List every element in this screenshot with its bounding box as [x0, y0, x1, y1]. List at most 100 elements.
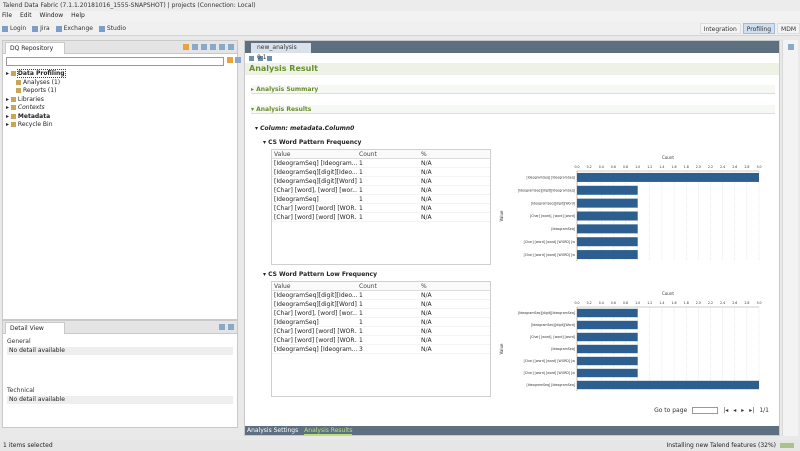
login-button[interactable]: Login	[0, 23, 28, 34]
restore-icon[interactable]	[788, 44, 794, 50]
repo-tab[interactable]: DQ Repository	[5, 42, 65, 54]
expand-icon[interactable]: ▸	[6, 104, 11, 111]
detail-tab[interactable]: Detail View	[5, 322, 65, 334]
header-count[interactable]: Count	[359, 283, 377, 290]
table-row[interactable]: [IdeogramSeq] [Ideogram... 1 N/A	[272, 159, 490, 168]
header-percent[interactable]: %	[421, 151, 427, 158]
tree-node[interactable]: ▸ Recycle Bin	[6, 121, 65, 130]
editor-tab[interactable]: new_analysis 0.1	[251, 43, 311, 61]
tree-node[interactable]: ▸ Libraries	[6, 96, 65, 105]
repo-filter-input[interactable]	[6, 57, 224, 66]
tree-node[interactable]: ▸ Data Profiling	[6, 69, 66, 79]
table-row[interactable]: [IdeogramSeq] 1 N/A	[272, 318, 490, 327]
header-value[interactable]: Value	[274, 283, 291, 290]
jira-label: Jira	[40, 25, 50, 32]
page-input[interactable]	[692, 407, 719, 414]
table-header: Value Count %	[272, 150, 490, 159]
table-row[interactable]: [Char] [word], [word] [wor... 1 N/A	[272, 186, 490, 195]
menu-window[interactable]: Window	[39, 12, 64, 19]
folder-icon	[10, 105, 16, 110]
table-row[interactable]: [IdeogramSeq] [Ideogram... 3 N/A	[272, 345, 490, 354]
collapse-icon[interactable]	[192, 44, 198, 50]
x-tick-label: 0.2	[587, 165, 592, 169]
view-menu-icon[interactable]	[210, 44, 216, 50]
run-icon[interactable]	[267, 55, 272, 61]
analysis-results-section[interactable]: ▾ Analysis Results	[251, 105, 775, 114]
table-row[interactable]: [IdeogramSeq][digit][Ideo... 1 N/A	[272, 291, 490, 300]
table-cell: 3	[359, 346, 363, 353]
table-row[interactable]: [IdeogramSeq] 1 N/A	[272, 195, 490, 204]
table-cell: [IdeogramSeq] [Ideogram...	[274, 346, 357, 353]
next-page-button[interactable]: ▸	[741, 407, 745, 414]
exchange-button[interactable]: Exchange	[54, 23, 95, 34]
perspective-profiling[interactable]: Profiling	[742, 23, 776, 34]
table-row[interactable]: [Char] [word] [word] [WOR... 1 N/A	[272, 327, 490, 336]
high-freq-heading[interactable]: ▾ CS Word Pattern Frequency	[263, 139, 362, 146]
header-value[interactable]: Value	[274, 151, 291, 158]
tree-node[interactable]: Analyses (1)	[6, 79, 65, 88]
tree-node[interactable]: ▸ Contexts	[6, 104, 65, 113]
expand-icon[interactable]: ▸	[6, 112, 11, 120]
maximize-icon[interactable]	[228, 44, 234, 50]
link-icon[interactable]	[201, 44, 207, 50]
expand-icon[interactable]: ▸	[6, 121, 11, 128]
table-cell: 1	[359, 337, 363, 344]
table-row[interactable]: [IdeogramSeq][digit][Ideo... 1 N/A	[272, 168, 490, 177]
table-row[interactable]: [Char] [word] [word] [WOR... 1 N/A	[272, 204, 490, 213]
filter-options-icon[interactable]	[235, 57, 241, 63]
column-heading[interactable]: ▾ Column: metadata.Column0	[255, 125, 355, 132]
tab-analysis-results[interactable]: Analysis Results	[304, 427, 353, 435]
x-tick-label: 2.0	[696, 165, 701, 169]
analysis-summary-section[interactable]: ▸ Analysis Summary	[251, 85, 775, 94]
analysis-result-title: Analysis Result	[245, 63, 779, 75]
table-row[interactable]: [Char] [word] [word] [WOR... 1 N/A	[272, 336, 490, 345]
table-cell: N/A	[421, 205, 432, 212]
refresh-icon[interactable]	[183, 44, 189, 50]
x-tick-label: 1.4	[659, 165, 664, 169]
minimize-icon[interactable]	[219, 44, 225, 50]
studio-button[interactable]: Studio	[97, 23, 128, 34]
low-freq-heading[interactable]: ▾ CS Word Pattern Low Frequency	[263, 271, 378, 278]
x-tick-label: 0.8	[623, 301, 628, 305]
folder-icon	[10, 71, 16, 76]
table-row[interactable]: [Char] [word] [word] [WOR... 1 N/A	[272, 213, 490, 222]
minimize-icon[interactable]	[219, 324, 225, 330]
perspective-integration[interactable]: Integration	[699, 23, 741, 34]
dq-repository-panel: DQ Repository ▸ Data Profiling Analyses (…	[2, 40, 241, 320]
tree-node[interactable]: ▸ Metadata	[6, 113, 65, 122]
refresh-icon[interactable]	[258, 55, 263, 61]
filter-icon[interactable]	[227, 57, 233, 63]
table-cell: N/A	[421, 292, 432, 299]
table-row[interactable]: [IdeogramSeq][digit][Word] 1 N/A	[272, 300, 490, 309]
first-page-button[interactable]: |◂	[723, 407, 729, 414]
header-percent[interactable]: %	[421, 283, 427, 290]
editor-bottom-tabs: Analysis Settings Analysis Results	[245, 426, 779, 435]
expand-icon[interactable]: ▸	[6, 70, 11, 77]
last-page-button[interactable]: ▸|	[749, 407, 755, 414]
login-label: Login	[10, 25, 27, 32]
high-freq-chart: Count 0.0 0.2 0.4 0.6 0.8 1.0 1.2 1.4 1.6 1.8 2.0 2.…	[499, 155, 762, 261]
menu-edit[interactable]: Edit	[19, 12, 32, 19]
perspective-mdm[interactable]: MDM	[777, 23, 800, 34]
chart-bar	[577, 224, 638, 234]
x-tick-label: 1.6	[672, 301, 677, 305]
chart-bar	[577, 237, 638, 247]
jira-button[interactable]: Jira	[30, 23, 52, 34]
menu-help[interactable]: Help	[71, 12, 85, 19]
table-row[interactable]: [Char] [word], [word] [wor... 1 N/A	[272, 309, 490, 318]
tab-analysis-settings[interactable]: Analysis Settings	[247, 427, 299, 434]
save-icon[interactable]	[249, 55, 254, 61]
prev-page-button[interactable]: ◂	[733, 407, 737, 414]
table-cell: [IdeogramSeq][digit][Ideo...	[274, 169, 357, 176]
table-cell: [IdeogramSeq][digit][Ideo...	[274, 292, 357, 299]
tree-node[interactable]: Reports (1)	[6, 87, 65, 96]
header-count[interactable]: Count	[359, 151, 377, 158]
table-row[interactable]: [IdeogramSeq][digit][Word] 1 N/A	[272, 177, 490, 186]
maximize-icon[interactable]	[228, 324, 234, 330]
chart-bar	[577, 198, 638, 208]
expand-icon[interactable]: ▸	[6, 95, 11, 103]
menu-file[interactable]: File	[2, 12, 13, 19]
table-cell: [IdeogramSeq] [Ideogram...	[274, 160, 357, 167]
x-tick-label: 1.4	[659, 301, 664, 305]
y-tick-label: [IdeogramSeq] [IdeogramSeq]	[526, 383, 575, 387]
